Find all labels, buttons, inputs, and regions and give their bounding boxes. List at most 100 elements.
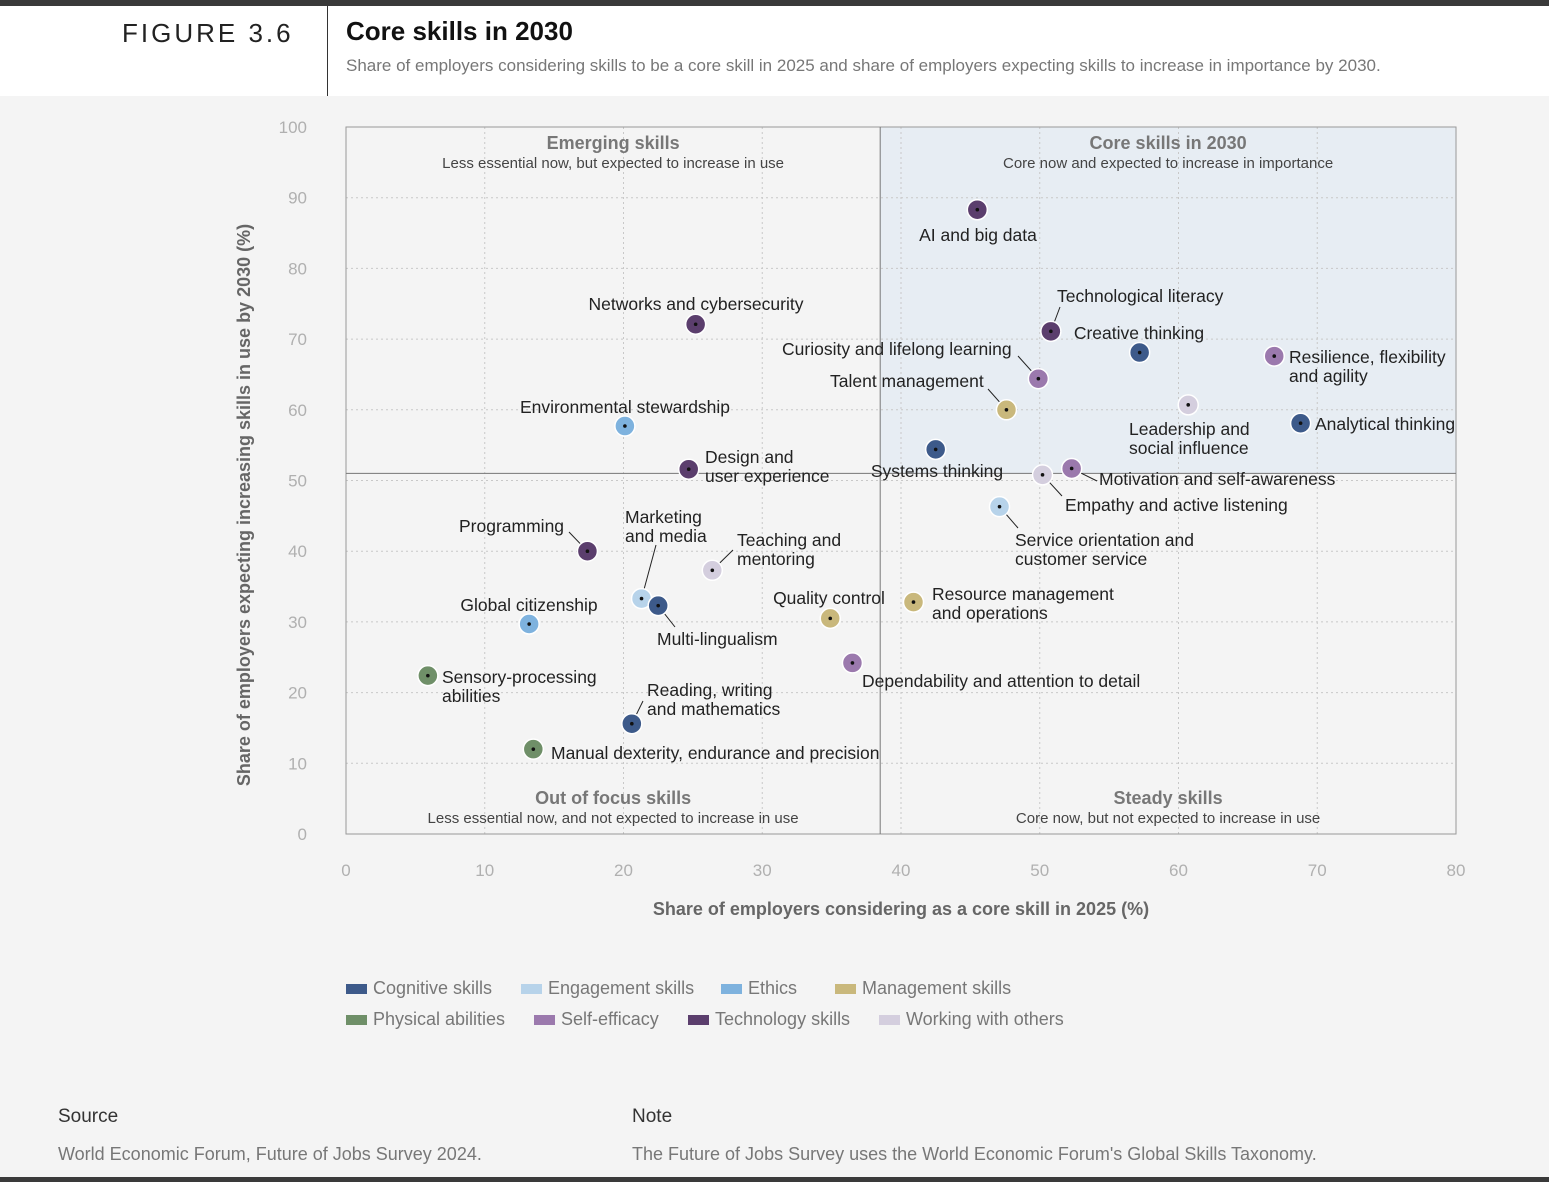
quadrant-title: Steady skills <box>1114 788 1223 808</box>
point-label: Reading, writing and mathematics <box>647 680 781 719</box>
legend-label: Physical abilities <box>373 1009 506 1029</box>
x-tick-label: 0 <box>341 861 350 880</box>
scatter-chart: 0 10 20 30 40 50 60 70 800102030405060708090100 … <box>234 118 1465 919</box>
data-point-center <box>1004 408 1009 412</box>
data-point-center <box>656 603 660 608</box>
point-label: Talent management <box>830 371 984 391</box>
legend-item: Cognitive skills <box>346 978 492 999</box>
point-label: Creative thinking <box>1074 323 1204 343</box>
point-label: Systems thinking <box>871 461 1003 481</box>
data-point <box>988 495 1011 518</box>
legend-item: Self-efficacy <box>534 1009 659 1030</box>
y-tick-label: 70 <box>288 330 307 349</box>
header-divider <box>327 6 328 96</box>
data-point <box>1040 320 1062 343</box>
data-point-center <box>686 467 691 471</box>
data-point-center <box>1049 329 1053 334</box>
y-tick-label: 100 <box>279 118 307 137</box>
y-tick-label: 80 <box>288 259 307 278</box>
legend-label: Cognitive skills <box>373 978 493 998</box>
legend-label: Engagement skills <box>548 978 695 998</box>
legend-swatch <box>835 983 856 994</box>
legend-item: Technology skills <box>688 1009 850 1030</box>
quadrant-subtitle: Core now and expected to increase in imp… <box>1003 155 1333 172</box>
point-label: Teaching and mentoring <box>737 530 841 569</box>
figure-subtitle: Share of employers considering skills to… <box>346 56 1381 75</box>
source-text: World Economic Forum, Future of Jobs Sur… <box>58 1144 482 1164</box>
y-tick-label: 50 <box>288 472 307 491</box>
figure-title: Core skills in 2030 <box>346 16 573 46</box>
figure-header: FIGURE 3.6 Core skills in 2030 Share of … <box>0 6 1549 96</box>
point-label: Multi-lingualism <box>657 629 778 649</box>
data-point <box>417 664 439 687</box>
data-point-center <box>911 600 916 604</box>
data-point <box>924 438 947 461</box>
point-label: Global citizenship <box>460 595 597 615</box>
data-point-center <box>710 568 715 573</box>
point-label: Manual dexterity, endurance and precisio… <box>551 743 879 763</box>
x-tick-label: 20 <box>614 861 633 880</box>
data-point-center <box>1137 350 1142 355</box>
legend-label: Self-efficacy <box>561 1009 659 1029</box>
legend-item: Physical abilities <box>346 1009 505 1030</box>
data-point <box>630 587 653 610</box>
legend-label: Technology skills <box>715 1009 851 1029</box>
legend-item: Management skills <box>835 978 1011 999</box>
data-point <box>841 652 864 674</box>
data-point-center <box>585 549 590 553</box>
y-tick-label: 0 <box>298 825 307 844</box>
quadrant-subtitle: Core now, but not expected to increase i… <box>1016 810 1320 827</box>
point-label: Resilience, flexibility and agility <box>1289 347 1446 386</box>
point-label: Service orientation and customer service <box>1015 530 1194 569</box>
note-label: Note <box>632 1106 673 1127</box>
chart-legend: Cognitive skills Engagement skills Ethics M… <box>346 978 1246 1040</box>
data-point-center <box>1036 376 1041 381</box>
data-point-center <box>531 747 536 751</box>
quadrant-title: Core skills in 2030 <box>1090 133 1247 153</box>
x-tick-label: 40 <box>892 861 911 880</box>
x-tick-label: 60 <box>1169 861 1188 880</box>
data-point-center <box>527 622 531 626</box>
data-point-center <box>1186 403 1191 407</box>
point-label: Motivation and self-awareness <box>1099 469 1336 489</box>
figure-label: FIGURE 3.6 <box>122 18 294 48</box>
x-tick-label: 50 <box>1030 861 1049 880</box>
y-tick-label: 10 <box>288 754 307 773</box>
data-point-center <box>1298 421 1303 426</box>
point-label: Leadership and social influence <box>1129 419 1250 458</box>
data-point <box>522 738 545 760</box>
data-point-center <box>639 596 644 601</box>
data-point-center <box>1272 354 1277 358</box>
quadrant-subtitle: Less essential now, and not expected to … <box>428 810 799 827</box>
data-point <box>684 313 707 336</box>
point-label: Curiosity and lifelong learning <box>782 339 1012 359</box>
point-label: Dependability and attention to detail <box>862 671 1140 691</box>
note-text: The Future of Jobs Survey uses the World… <box>632 1144 1317 1164</box>
data-point-center <box>623 424 627 428</box>
y-tick-label: 30 <box>288 613 307 632</box>
legend-item: Ethics <box>721 978 797 999</box>
legend-label: Management skills <box>862 978 1012 998</box>
data-point-center <box>426 673 430 678</box>
quadrant-title: Out of focus skills <box>535 788 691 808</box>
data-point-center <box>1040 473 1045 477</box>
data-point <box>576 540 599 562</box>
point-label: Analytical thinking <box>1315 414 1455 434</box>
data-point <box>966 198 989 221</box>
core-quadrant-shade <box>880 127 1456 474</box>
bottom-rule <box>0 1177 1549 1182</box>
data-point-center <box>997 504 1002 509</box>
quadrant-title: Emerging skills <box>547 133 680 153</box>
data-point <box>647 594 669 617</box>
data-point <box>995 399 1018 421</box>
legend-row: Cognitive skills Engagement skills Ethics M… <box>346 978 1246 1009</box>
data-point <box>1289 412 1312 434</box>
legend-item: Engagement skills <box>521 978 694 999</box>
x-tick-label: 30 <box>753 861 772 880</box>
data-point <box>621 712 643 735</box>
legend-swatch <box>346 1014 367 1025</box>
legend-swatch <box>534 1014 555 1025</box>
point-label: Quality control <box>773 588 885 608</box>
x-tick-label: 70 <box>1308 861 1327 880</box>
data-point <box>1027 367 1050 390</box>
